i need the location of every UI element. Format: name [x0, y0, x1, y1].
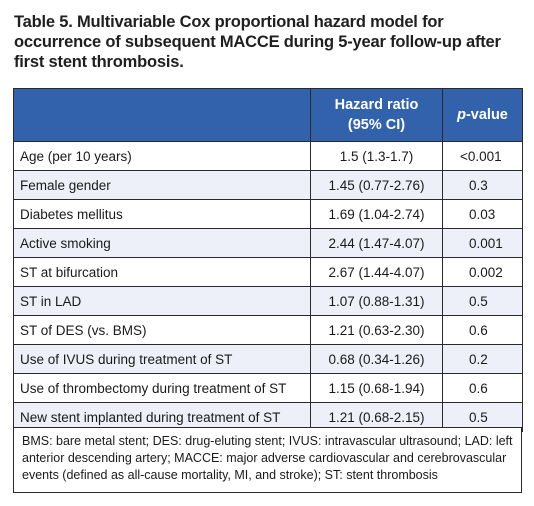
row-hazard-ratio: 1.69 (1.04-2.74) — [310, 199, 443, 229]
row-label: Active smoking — [13, 228, 311, 258]
table-title: Table 5. Multivariable Cox proportional … — [14, 12, 520, 72]
row-hazard-ratio: 0.68 (0.34-1.26) — [310, 344, 443, 374]
row-p-value: 0.6 — [442, 315, 523, 345]
row-p-value: 0.03 — [442, 199, 523, 229]
row-hazard-ratio: 2.67 (1.44-4.07) — [310, 257, 443, 287]
table-footnote: BMS: bare metal stent; DES: drug-eluting… — [13, 427, 522, 493]
row-label: ST at bifurcation — [13, 257, 311, 287]
row-p-value: 0.5 — [442, 286, 523, 316]
row-label: Diabetes mellitus — [13, 199, 311, 229]
header-p-value: p-value — [442, 88, 523, 142]
row-p-value: 0.001 — [442, 228, 523, 258]
row-p-value: 0.6 — [442, 373, 523, 403]
header-p-italic: p — [457, 107, 466, 123]
table-row: Active smoking 2.44 (1.47-4.07) 0.001 — [13, 228, 523, 258]
table-title-line-3: first stent thrombosis. — [14, 53, 184, 71]
row-label: Age (per 10 years) — [13, 141, 311, 171]
row-label: ST in LAD — [13, 286, 311, 316]
header-hazard-line-2: (95% CI) — [347, 117, 406, 133]
row-label: Use of thrombectomy during treatment of … — [13, 373, 311, 403]
table-row: ST of DES (vs. BMS) 1.21 (0.63-2.30) 0.6 — [13, 315, 523, 345]
row-hazard-ratio: 1.21 (0.63-2.30) — [310, 315, 443, 345]
table-row: Female gender 1.45 (0.77-2.76) 0.3 — [13, 170, 523, 200]
row-hazard-ratio: 1.15 (0.68-1.94) — [310, 373, 443, 403]
table-row: Use of thrombectomy during treatment of … — [13, 373, 523, 403]
row-hazard-ratio: 1.07 (0.88-1.31) — [310, 286, 443, 316]
row-p-value: 0.2 — [442, 344, 523, 374]
table-title-line-2: occurrence of subsequent MACCE during 5-… — [14, 33, 501, 51]
table-title-line-1: Table 5. Multivariable Cox proportional … — [14, 13, 444, 31]
header-variable — [13, 88, 311, 142]
header-hazard-ratio: Hazard ratio (95% CI) — [310, 88, 443, 142]
table-header-row: Hazard ratio (95% CI) p-value — [13, 88, 523, 142]
header-p-suffix: -value — [465, 107, 508, 123]
row-label: ST of DES (vs. BMS) — [13, 315, 311, 345]
table-row: ST in LAD 1.07 (0.88-1.31) 0.5 — [13, 286, 523, 316]
row-label: Use of IVUS during treatment of ST — [13, 344, 311, 374]
hazard-table: Hazard ratio (95% CI) p-value Age (per 1… — [13, 88, 523, 432]
row-p-value: 0.3 — [442, 170, 523, 200]
table-row: Age (per 10 years) 1.5 (1.3-1.7) <0.001 — [13, 141, 523, 171]
row-hazard-ratio: 2.44 (1.47-4.07) — [310, 228, 443, 258]
row-p-value: 0.002 — [442, 257, 523, 287]
row-hazard-ratio: 1.5 (1.3-1.7) — [310, 141, 443, 171]
table-row: ST at bifurcation 2.67 (1.44-4.07) 0.002 — [13, 257, 523, 287]
table-row: Diabetes mellitus 1.69 (1.04-2.74) 0.03 — [13, 199, 523, 229]
header-hazard-line-1: Hazard ratio — [334, 97, 419, 113]
row-label: Female gender — [13, 170, 311, 200]
table-row: Use of IVUS during treatment of ST 0.68 … — [13, 344, 523, 374]
row-p-value: <0.001 — [442, 141, 523, 171]
row-hazard-ratio: 1.45 (0.77-2.76) — [310, 170, 443, 200]
